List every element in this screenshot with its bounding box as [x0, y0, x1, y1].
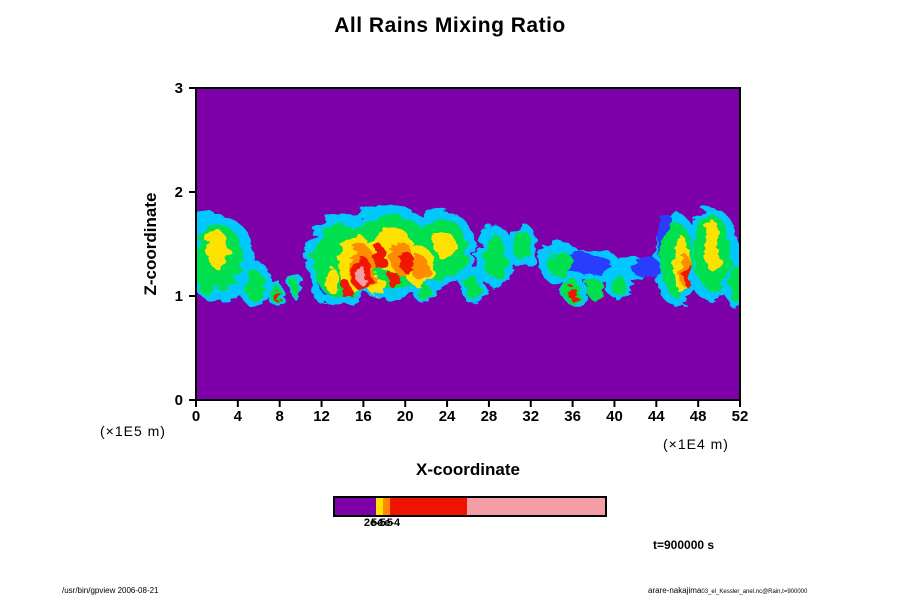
x-tick-label: 24: [439, 408, 456, 425]
x-tick-label: 48: [690, 408, 707, 425]
colorbar-segment: [467, 498, 605, 515]
cloud-feature: [434, 231, 456, 261]
cloud-feature: [274, 289, 279, 303]
cloud-feature: [464, 276, 480, 300]
cloud-feature: [631, 256, 661, 278]
cloud-feature: [705, 220, 721, 273]
y-tick-label: 1: [175, 288, 183, 305]
chart-title: All Rains Mixing Ratio: [334, 14, 566, 37]
x-tick-label: 4: [234, 408, 243, 425]
x-tick-label: 40: [606, 408, 623, 425]
cloud-feature: [611, 275, 626, 296]
x-tick-label: 0: [192, 408, 200, 425]
cloud-feature: [586, 279, 606, 301]
x-tick-label: 44: [648, 408, 665, 425]
x-axis-label: X-coordinate: [416, 460, 520, 479]
y-tick-label: 3: [175, 80, 183, 97]
footer-command-line: /usr/bin/gpview 2006-08-21: [62, 586, 159, 595]
cloud-feature: [244, 271, 266, 301]
footer-dataset-info: arare-nakajima03_el_Kessler_anel.nc@Rain…: [648, 586, 807, 595]
x-axis-unit: (×1E4 m): [663, 436, 729, 452]
time-annotation: t=900000 s: [653, 538, 715, 552]
colorbar-tick-label: 5e-5: [371, 517, 394, 529]
x-tick-label: 36: [564, 408, 581, 425]
cloud-feature: [197, 265, 216, 295]
cloud-feature: [388, 272, 399, 289]
colorbar-tick-label: 2e-5: [363, 517, 386, 529]
colorbar-segment: [376, 498, 384, 515]
y-axis-unit: (×1E5 m): [100, 423, 166, 439]
x-tick-label: 8: [276, 408, 284, 425]
cloud-feature: [291, 278, 300, 298]
y-tick-label: 0: [175, 392, 183, 409]
plot-border: [195, 87, 741, 401]
x-tick-label: 52: [732, 408, 749, 425]
cloud-feature: [373, 245, 387, 270]
x-tick-label: 32: [522, 408, 539, 425]
colorbar-tick-label: 1e-4: [378, 517, 401, 529]
footer-dataset-name: arare-nakajima: [648, 586, 702, 595]
x-tick-label: 28: [481, 408, 498, 425]
cloud-feature: [417, 283, 431, 301]
y-axis-label: Z-coordinate: [141, 192, 160, 296]
cloud-feature: [729, 264, 740, 303]
cloud-feature: [400, 252, 415, 274]
cloud-feature: [482, 235, 508, 278]
cloud-feature: [512, 231, 532, 261]
colorbar-segment: [335, 498, 377, 515]
x-tick-label: 16: [355, 408, 372, 425]
cloud-feature: [205, 230, 229, 268]
colorbar-labels: 2e-5 5e-5 1e-4: [333, 517, 607, 531]
footer-dataset-detail: 03_el_Kessler_anel.nc@Rain,t=900000: [701, 589, 808, 595]
cloud-feature: [324, 267, 340, 293]
cloud-feature: [357, 265, 366, 285]
y-tick-label: 2: [175, 184, 183, 201]
colorbar-segment: [390, 498, 468, 515]
colorbar-segment: [383, 498, 391, 515]
colorbar: [333, 496, 607, 517]
cloud-feature: [547, 252, 575, 278]
cloud-feature: [341, 280, 352, 300]
cloud-feature: [567, 285, 576, 301]
x-tick-label: 12: [313, 408, 330, 425]
cloud-feature: [411, 255, 429, 281]
x-tick-label: 20: [397, 408, 414, 425]
cloud-feature: [684, 262, 691, 288]
